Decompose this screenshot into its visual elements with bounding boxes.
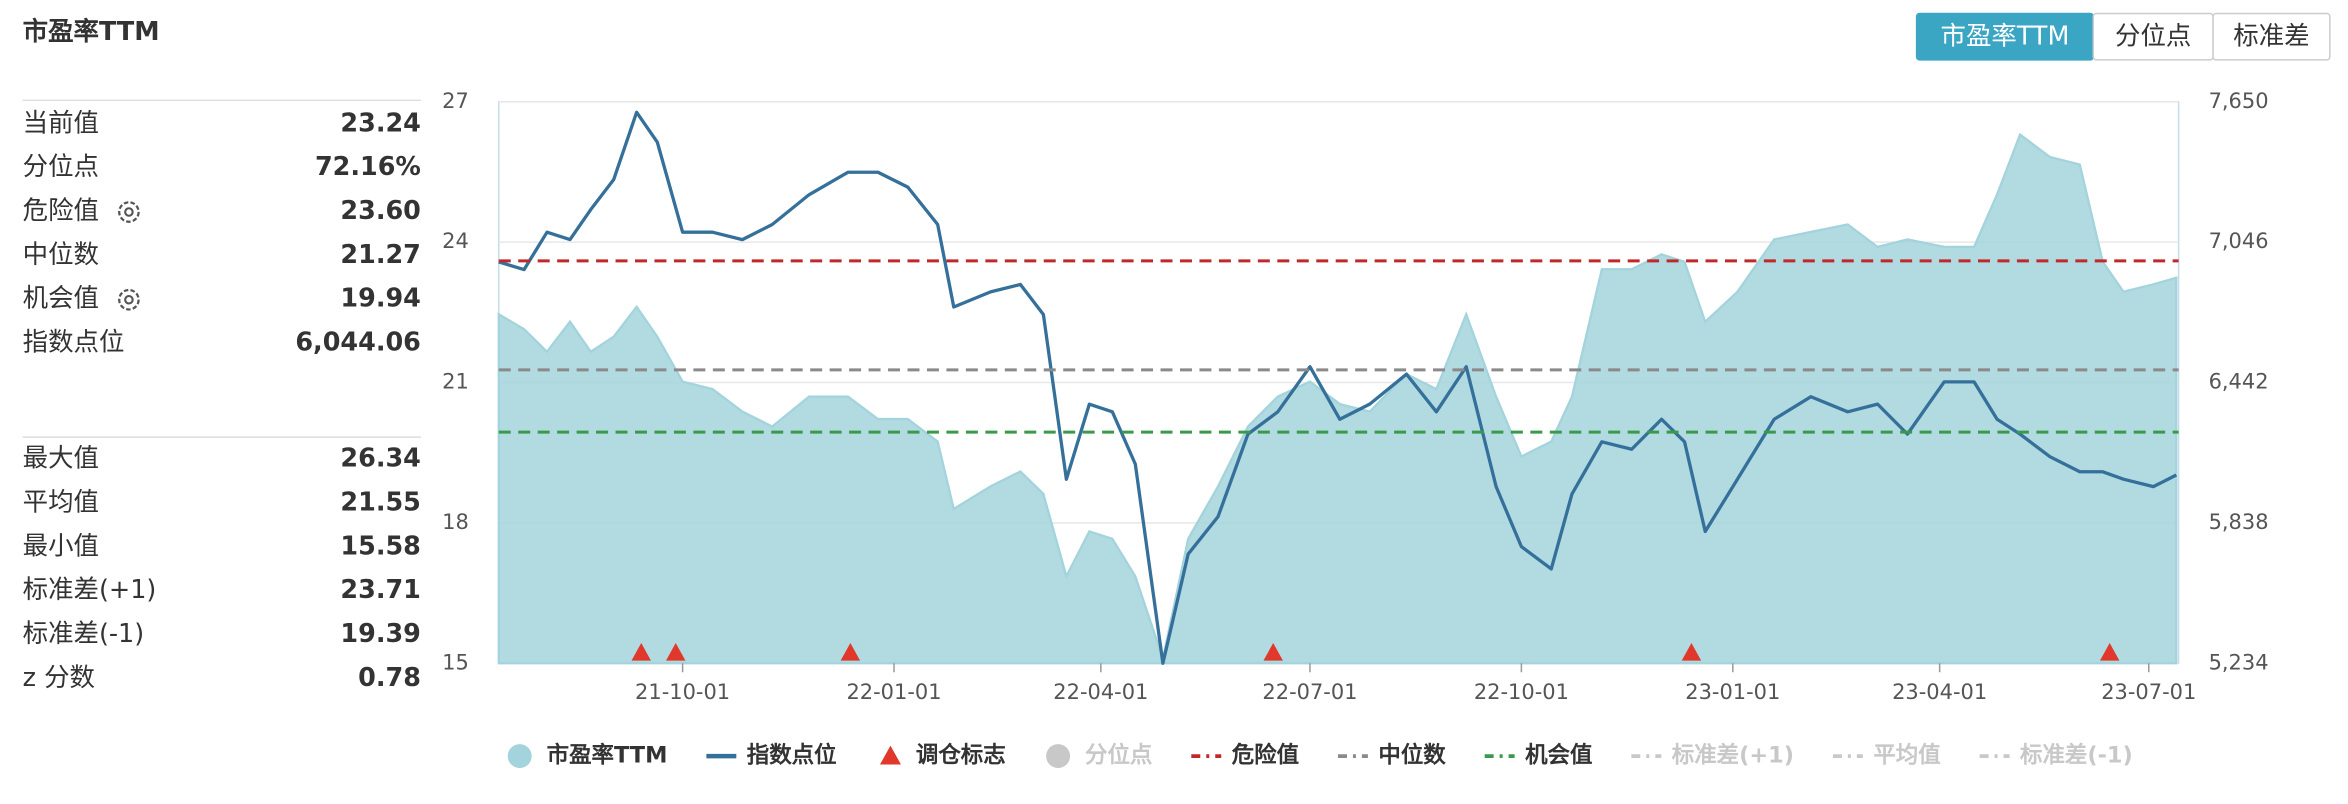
signal-marker — [631, 643, 651, 661]
stat-value: 19.94 — [340, 284, 420, 314]
y-tick-label: 21 — [442, 370, 469, 394]
y2-tick-label: 7,650 — [2209, 89, 2269, 113]
gear-outer — [118, 201, 140, 223]
stat-label: 分位点 — [23, 152, 99, 182]
settings-icon[interactable] — [118, 201, 140, 223]
x-tick-label: 22-01-01 — [846, 680, 941, 704]
legend-label[interactable]: 分位点 — [1085, 742, 1152, 769]
legend-item[interactable]: 中位数 — [1337, 742, 1446, 769]
stat-value: 19.39 — [340, 619, 420, 649]
legend-item[interactable]: 机会值 — [1484, 742, 1593, 769]
x-tick-label: 23-07-01 — [2101, 680, 2196, 704]
stat-label: 指数点位 — [23, 328, 125, 358]
gear-inner — [124, 294, 134, 305]
stat-label: 标准差(+1) — [23, 575, 157, 605]
stat-label: 机会值 — [23, 284, 99, 314]
legend-item[interactable]: 调仓标志 — [879, 742, 1006, 769]
stats-panel: 当前值 23.24 分位点 72.16% 危险值 23.60 中位数 21.27 机会值 19.9… — [23, 108, 421, 693]
stat-label: 当前值 — [23, 108, 99, 138]
chart: 15 18 21 24 27 5,234 5,838 6,442 7,046 7,650 21-10… — [442, 89, 2268, 769]
y2-tick-label: 5,234 — [2209, 650, 2269, 674]
x-tick-label: 22-04-01 — [1053, 680, 1148, 704]
stat-label: 最大值 — [23, 444, 99, 474]
stat-value: 26.34 — [340, 444, 420, 474]
legend-item[interactable]: 分位点 — [1046, 742, 1152, 769]
x-tick-label: 23-01-01 — [1685, 680, 1780, 704]
x-tick-label: 21-10-01 — [635, 680, 730, 704]
stat-value: 0.78 — [358, 663, 421, 693]
signal-marker — [1681, 643, 1702, 661]
legend-icon — [1046, 744, 1071, 769]
legend-icon — [507, 744, 532, 769]
stat-value: 6,044.06 — [295, 328, 421, 358]
legend-icon — [879, 745, 901, 765]
stat-value: 15.58 — [340, 531, 420, 561]
y-tick-label: 18 — [442, 510, 469, 534]
signal-marker — [665, 643, 686, 661]
signal-marker — [2099, 643, 2120, 661]
stat-value: 21.27 — [340, 240, 420, 270]
x-tick-label: 23-04-01 — [1892, 680, 1987, 704]
signal-marker — [840, 643, 861, 661]
legend-label[interactable]: 标准差(+1) — [1672, 742, 1794, 769]
gear-inner — [124, 207, 134, 217]
y2-tick-label: 7,046 — [2209, 229, 2269, 253]
x-tick-label: 22-10-01 — [1474, 680, 1569, 704]
y-tick-label: 24 — [442, 229, 469, 253]
settings-icon[interactable] — [118, 288, 140, 311]
tab-group: 市盈率TTM 分位点 标准差 — [1915, 12, 2331, 61]
stat-value: 23.71 — [340, 575, 420, 605]
legend-label[interactable]: 平均值 — [1873, 742, 1940, 769]
stat-value: 23.24 — [340, 108, 420, 138]
y-tick-label: 15 — [442, 650, 469, 674]
legend-item[interactable]: 指数点位 — [706, 742, 837, 769]
legend-item[interactable]: 平均值 — [1832, 742, 1941, 769]
legend-item[interactable]: 标准差(-1) — [1979, 742, 2133, 769]
y-tick-label: 27 — [442, 89, 469, 113]
legend-label[interactable]: 标准差(-1) — [2020, 742, 2133, 769]
legend-label[interactable]: 指数点位 — [747, 742, 837, 769]
stat-label: 最小值 — [23, 531, 99, 561]
x-tick-label: 22-07-01 — [1262, 680, 1357, 704]
legend-label[interactable]: 机会值 — [1525, 742, 1592, 769]
panel-title: 市盈率TTM — [23, 17, 160, 47]
tab-label[interactable]: 标准差 — [2233, 21, 2309, 51]
legend-label[interactable]: 调仓标志 — [916, 742, 1006, 769]
index-line — [498, 110, 2178, 665]
tab-label[interactable]: 市盈率TTM — [1941, 21, 2070, 51]
legend-label[interactable]: 危险值 — [1232, 742, 1299, 769]
y2-tick-label: 5,838 — [2209, 510, 2269, 534]
signal-marker — [1263, 643, 1283, 661]
stat-label: 平均值 — [23, 488, 99, 518]
stat-label: z 分数 — [23, 663, 95, 693]
stat-label: 危险值 — [23, 196, 99, 226]
stat-label: 标准差(-1) — [23, 619, 145, 649]
stat-value: 21.55 — [340, 488, 420, 518]
legend-label[interactable]: 中位数 — [1378, 742, 1446, 769]
tab-label[interactable]: 分位点 — [2115, 21, 2191, 51]
legend-item[interactable]: 标准差(+1) — [1631, 742, 1794, 769]
y2-tick-label: 6,442 — [2209, 370, 2269, 394]
stat-value: 72.16% — [315, 152, 421, 182]
legend-label[interactable]: 市盈率TTM — [547, 742, 668, 769]
stat-label: 中位数 — [23, 240, 99, 270]
gear-outer — [118, 288, 140, 311]
tab-button[interactable] — [2212, 12, 2331, 61]
pe-area — [497, 132, 2178, 665]
legend-item[interactable]: 危险值 — [1191, 742, 1299, 769]
stat-value: 23.60 — [340, 196, 420, 226]
legend-item[interactable]: 市盈率TTM — [507, 742, 668, 769]
